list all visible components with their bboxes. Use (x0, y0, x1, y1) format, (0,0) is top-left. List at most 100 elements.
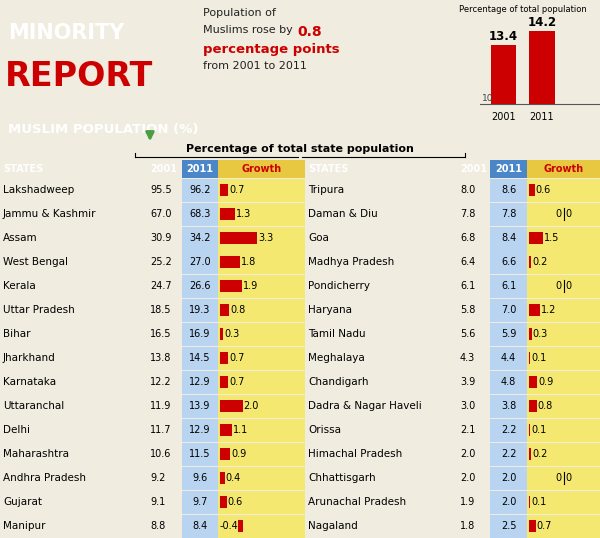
Bar (527, 466, 600, 490)
Bar (529, 496, 530, 508)
Bar (182, 202, 218, 225)
Bar (218, 346, 305, 370)
Text: 24.7: 24.7 (150, 281, 172, 291)
Text: 9.6: 9.6 (193, 473, 208, 483)
Text: 3.0: 3.0 (460, 401, 475, 411)
Text: 14.5: 14.5 (189, 353, 211, 363)
Text: 2011: 2011 (187, 164, 214, 174)
Bar (220, 208, 235, 220)
Bar (490, 274, 527, 298)
Text: Daman & Diu: Daman & Diu (308, 209, 378, 219)
Bar (529, 448, 531, 460)
Text: 7.8: 7.8 (460, 209, 475, 219)
Text: 96.2: 96.2 (189, 185, 211, 195)
Text: 2011: 2011 (495, 164, 522, 174)
Text: Himachal Pradesh: Himachal Pradesh (308, 449, 402, 459)
Text: 1.1: 1.1 (233, 425, 249, 435)
Text: 0.4: 0.4 (226, 473, 241, 483)
Text: 11.5: 11.5 (189, 449, 211, 459)
Text: 26.6: 26.6 (189, 281, 211, 291)
Text: Growth: Growth (241, 164, 281, 174)
Text: Goa: Goa (308, 233, 329, 243)
Text: 6.1: 6.1 (501, 281, 516, 291)
Text: 19.3: 19.3 (190, 305, 211, 315)
Bar (220, 280, 242, 292)
Bar (490, 466, 527, 490)
Text: 0: 0 (566, 209, 572, 219)
Bar (220, 304, 229, 316)
Bar (490, 442, 527, 465)
Bar (490, 226, 527, 250)
Text: 68.3: 68.3 (190, 209, 211, 219)
Bar (527, 274, 600, 298)
Bar (218, 299, 305, 322)
Text: Pondicherry: Pondicherry (308, 281, 370, 291)
Text: 2.0: 2.0 (460, 449, 475, 459)
Bar (218, 226, 305, 250)
Bar (220, 400, 242, 412)
Text: 1.2: 1.2 (541, 305, 557, 315)
Text: Meghalaya: Meghalaya (308, 353, 365, 363)
Bar (490, 346, 527, 370)
Bar (182, 491, 218, 513)
Bar (529, 376, 538, 388)
Text: 2.0: 2.0 (501, 497, 516, 507)
Text: Percentage of total population: Percentage of total population (459, 5, 586, 14)
Text: 2011: 2011 (530, 112, 554, 122)
Text: 0.2: 0.2 (532, 449, 547, 459)
Bar (182, 322, 218, 345)
Text: Dadra & Nagar Haveli: Dadra & Nagar Haveli (308, 401, 422, 411)
Text: 6.6: 6.6 (501, 257, 516, 267)
Text: 18.5: 18.5 (150, 305, 172, 315)
Bar (218, 179, 305, 202)
Bar (218, 251, 305, 273)
Bar (529, 232, 543, 244)
Text: 0.7: 0.7 (536, 521, 552, 531)
Text: 8.0: 8.0 (460, 185, 475, 195)
Text: 13.9: 13.9 (190, 401, 211, 411)
Text: 16.5: 16.5 (150, 329, 172, 339)
Text: STATES: STATES (308, 164, 349, 174)
Text: 12.9: 12.9 (189, 425, 211, 435)
Bar (529, 424, 530, 436)
Text: 0: 0 (556, 209, 562, 219)
Bar (218, 466, 305, 490)
Bar (490, 299, 527, 322)
Text: 5.9: 5.9 (501, 329, 516, 339)
Text: Haryana: Haryana (308, 305, 352, 315)
Text: 5.6: 5.6 (460, 329, 475, 339)
Text: 2001: 2001 (491, 112, 515, 122)
Bar (529, 184, 535, 196)
Text: 8.8: 8.8 (150, 521, 165, 531)
Bar (220, 496, 227, 508)
Bar (527, 394, 600, 417)
Bar (527, 371, 600, 393)
Bar (182, 466, 218, 490)
Bar (527, 226, 600, 250)
Text: 1.5: 1.5 (544, 233, 559, 243)
Bar (527, 346, 600, 370)
Text: Assam: Assam (3, 233, 38, 243)
Bar (182, 514, 218, 537)
Text: Tripura: Tripura (308, 185, 344, 195)
Text: 0: 0 (556, 473, 562, 483)
Text: 2001: 2001 (150, 164, 177, 174)
Bar (490, 394, 527, 417)
Text: MINORITY: MINORITY (8, 23, 124, 43)
Text: 13.8: 13.8 (150, 353, 172, 363)
Text: 6.8: 6.8 (460, 233, 475, 243)
Text: Percentage of total state population: Percentage of total state population (186, 144, 414, 154)
Bar (218, 274, 305, 298)
Text: 0: 0 (566, 473, 572, 483)
Text: MUSLIM POPULATION (%): MUSLIM POPULATION (%) (8, 123, 199, 136)
Bar (182, 226, 218, 250)
Bar (529, 256, 531, 268)
Text: 1.8: 1.8 (241, 257, 257, 267)
Bar (182, 394, 218, 417)
Text: 0.1: 0.1 (531, 353, 546, 363)
Bar (220, 184, 228, 196)
Bar (529, 304, 540, 316)
Text: STATES: STATES (3, 164, 43, 174)
Bar (490, 419, 527, 442)
Text: Arunachal Pradesh: Arunachal Pradesh (308, 497, 406, 507)
